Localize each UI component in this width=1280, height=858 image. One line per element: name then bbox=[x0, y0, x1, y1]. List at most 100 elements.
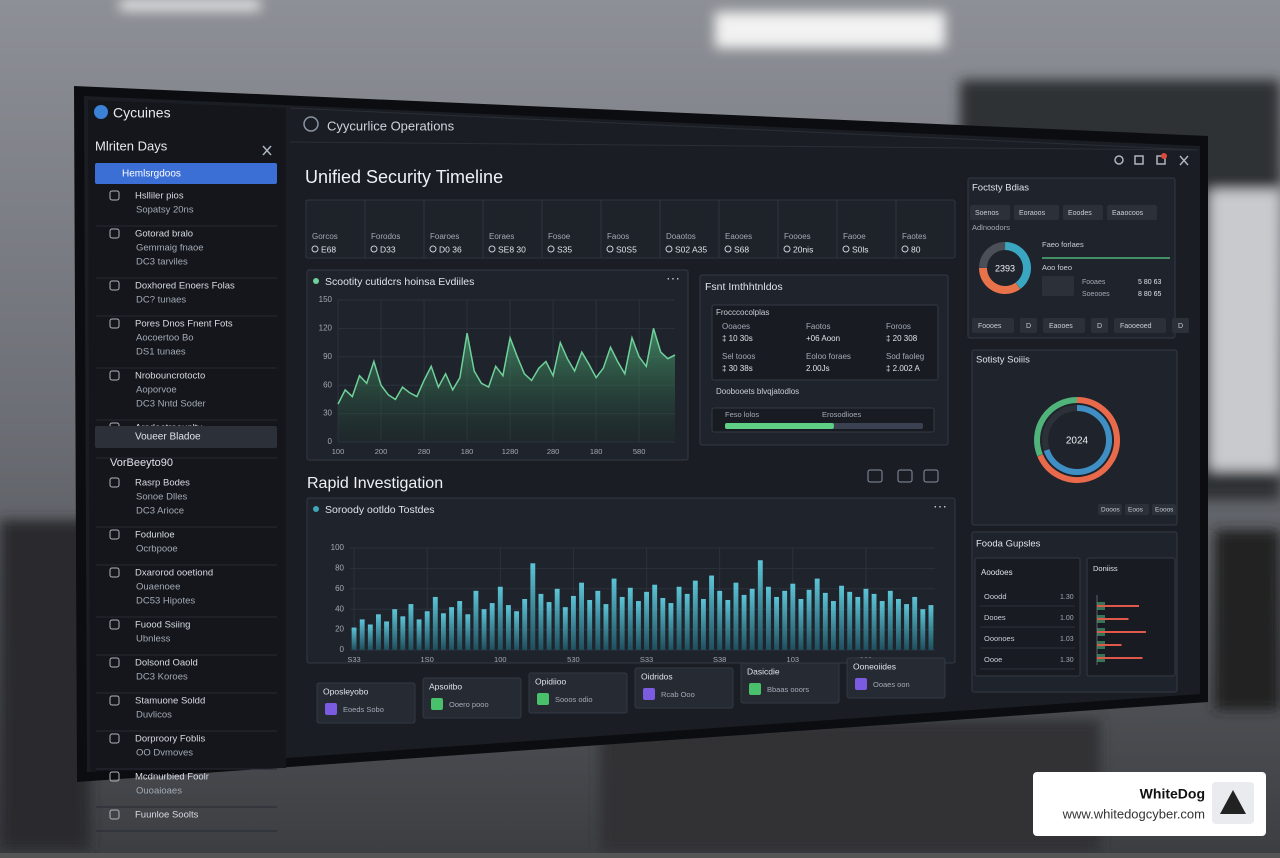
bar bbox=[449, 607, 454, 650]
button[interactable] bbox=[1091, 318, 1108, 333]
stat-value: 20nis bbox=[793, 244, 813, 254]
stat-icon bbox=[901, 245, 909, 253]
tool-button[interactable] bbox=[923, 469, 939, 483]
nav-icon bbox=[109, 733, 120, 744]
y-tick-label: 0 bbox=[340, 645, 345, 654]
bar bbox=[627, 587, 633, 650]
bar bbox=[457, 601, 463, 650]
nav-item: Ubnless bbox=[136, 634, 171, 645]
nav-group: VorBeeyto90 bbox=[110, 457, 173, 469]
tab-label: Eaaocoos bbox=[1112, 210, 1144, 217]
x-tick-label: 180 bbox=[590, 447, 603, 456]
x-tick-label: S33 bbox=[347, 655, 360, 664]
stat-value: D0 36 bbox=[439, 244, 462, 254]
y-tick-label: 80 bbox=[335, 564, 344, 573]
button[interactable] bbox=[1172, 318, 1189, 333]
list-value: 1.30 bbox=[1060, 657, 1074, 664]
nav-item: Sopatsy 20ns bbox=[136, 205, 194, 216]
card-icon bbox=[643, 688, 655, 700]
nav-item: Ocrbpooe bbox=[136, 544, 178, 555]
bar bbox=[376, 614, 381, 650]
bar bbox=[806, 589, 812, 650]
tab[interactable] bbox=[1107, 205, 1157, 220]
nav-icon bbox=[109, 529, 120, 540]
bar bbox=[896, 599, 901, 650]
button[interactable] bbox=[1114, 318, 1166, 333]
bar bbox=[408, 604, 414, 650]
nav-item: OO Dvmoves bbox=[136, 748, 193, 759]
bar bbox=[822, 592, 828, 650]
bar bbox=[912, 596, 918, 650]
detail-table bbox=[711, 304, 939, 381]
bar bbox=[717, 590, 723, 650]
button[interactable] bbox=[972, 318, 1014, 333]
nav-section-label: Voueer Bladoe bbox=[135, 432, 201, 443]
stat-label: Doaotos bbox=[666, 232, 696, 241]
stat-icon bbox=[429, 245, 437, 253]
bar bbox=[798, 599, 804, 650]
x-tick-label: 280 bbox=[418, 447, 431, 456]
tab-label: Eoraoos bbox=[1019, 210, 1046, 217]
stat-icon bbox=[488, 245, 496, 253]
section-title: Rapid Investigation bbox=[307, 475, 443, 492]
list-value: 1.03 bbox=[1060, 636, 1074, 643]
stat-label: Faoos bbox=[607, 232, 629, 241]
area bbox=[338, 328, 675, 442]
button[interactable] bbox=[1043, 318, 1085, 333]
stat-icon bbox=[665, 245, 673, 253]
button-label: Eooos bbox=[1155, 507, 1174, 514]
stat-value: D33 bbox=[380, 244, 396, 254]
nav-item: Ouaenoee bbox=[136, 582, 180, 593]
chart-dot bbox=[313, 506, 319, 512]
nav-item: Dxarorod ooetiond bbox=[135, 568, 213, 579]
sidebar-title: Mlriten Days bbox=[95, 138, 168, 153]
nav-item: Ouoaioaes bbox=[136, 786, 182, 797]
stat-icon bbox=[370, 245, 378, 253]
x-tick-label: 1280 bbox=[502, 447, 519, 456]
stat-label: Gorcos bbox=[312, 232, 338, 241]
card bbox=[528, 672, 628, 714]
bar bbox=[416, 619, 422, 650]
button-label: Foooes bbox=[978, 323, 1002, 330]
workspace-icon bbox=[303, 116, 319, 132]
sub-panel bbox=[974, 557, 1081, 677]
stat-label: Faotes bbox=[902, 232, 926, 241]
nav-item: DS1 tunaes bbox=[136, 347, 186, 358]
bar bbox=[782, 590, 788, 650]
bar bbox=[766, 586, 771, 650]
detail-cell: Faotos bbox=[806, 322, 830, 331]
bar bbox=[733, 582, 739, 650]
button-label: Eoos bbox=[1128, 507, 1144, 514]
detail-cell: ‡ 10 30s bbox=[722, 334, 753, 343]
stat-value: S68 bbox=[734, 244, 749, 254]
card-sub: Sooos odio bbox=[555, 695, 593, 704]
bar bbox=[904, 604, 909, 650]
x-tick-label: 180 bbox=[461, 447, 474, 456]
card bbox=[740, 662, 840, 704]
divider bbox=[289, 107, 1199, 151]
bar bbox=[611, 578, 617, 650]
right-panel bbox=[971, 349, 1178, 526]
nav-item: Hslliler pios bbox=[135, 191, 184, 202]
line bbox=[337, 328, 676, 405]
list-key: Dooes bbox=[984, 613, 1006, 622]
nav-section bbox=[95, 426, 277, 448]
nav-item: Aoporvoe bbox=[136, 385, 177, 396]
y-tick-label: 120 bbox=[319, 324, 333, 333]
tab[interactable] bbox=[1014, 205, 1059, 220]
tab[interactable] bbox=[1063, 205, 1103, 220]
card-icon bbox=[431, 698, 443, 710]
nav-item: DC? tunaes bbox=[136, 295, 186, 306]
stat-label: Foaroes bbox=[430, 232, 459, 241]
bar bbox=[497, 586, 503, 650]
button[interactable] bbox=[1098, 504, 1122, 515]
tool-button[interactable] bbox=[897, 469, 913, 483]
menu-dots: ··· bbox=[933, 498, 947, 514]
button[interactable] bbox=[1020, 318, 1037, 333]
page-title: Unified Security Timeline bbox=[305, 167, 503, 187]
bar bbox=[749, 588, 755, 650]
tab[interactable] bbox=[970, 205, 1010, 220]
button[interactable] bbox=[1125, 504, 1149, 515]
tool-button[interactable] bbox=[867, 469, 883, 483]
button[interactable] bbox=[1152, 504, 1176, 515]
